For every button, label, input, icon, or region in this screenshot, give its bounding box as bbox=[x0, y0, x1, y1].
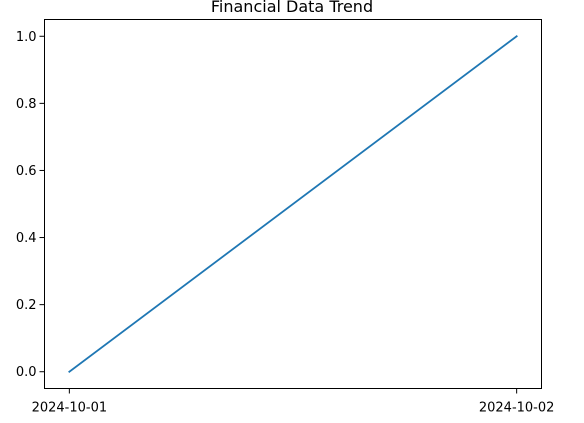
y-tick-label: 0.2 bbox=[16, 298, 37, 313]
y-axis: 0.0 0.2 0.4 0.6 0.8 1.0 bbox=[16, 30, 45, 380]
plot-area bbox=[68, 35, 518, 373]
x-axis: 2024-10-01 2024-10-02 bbox=[32, 388, 555, 416]
series-line bbox=[68, 35, 518, 373]
x-tick-label: 2024-10-02 bbox=[479, 401, 555, 416]
x-tick-label: 2024-10-01 bbox=[32, 401, 108, 416]
y-tick-label: 0.0 bbox=[16, 365, 37, 380]
y-tick-label: 0.8 bbox=[16, 97, 37, 112]
chart-title: Financial Data Trend bbox=[211, 0, 373, 16]
axes-frame bbox=[44, 19, 542, 389]
y-tick-label: 1.0 bbox=[16, 30, 37, 45]
y-tick-label: 0.4 bbox=[16, 231, 37, 246]
y-tick-label: 0.6 bbox=[16, 164, 37, 179]
